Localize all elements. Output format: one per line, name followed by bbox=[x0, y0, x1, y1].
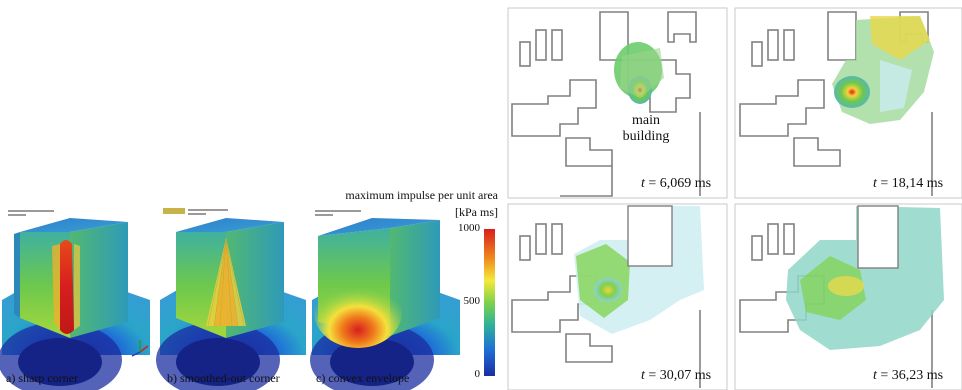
header-marks bbox=[8, 208, 361, 216]
time-label-2: t = 18,14 ms bbox=[873, 176, 944, 191]
time-label-4: t = 36,23 ms bbox=[873, 368, 944, 383]
pressure-field-3 bbox=[574, 205, 704, 334]
caption-c: c) convex envelope bbox=[316, 371, 410, 385]
pressure-field-1 bbox=[614, 42, 664, 104]
colorbar-tick-mid: 500 bbox=[463, 295, 481, 307]
panel-frame-1 bbox=[507, 7, 728, 199]
caption-a: a) sharp corner bbox=[6, 371, 78, 385]
colorbar-title: maximum impulse per unit area bbox=[345, 188, 498, 202]
time-label-1: t = 6,069 ms bbox=[641, 176, 712, 191]
colorbar-tick-min: 0 bbox=[474, 368, 481, 380]
pressure-field-2 bbox=[832, 16, 934, 124]
render-smoothed-corner bbox=[156, 218, 306, 390]
render-sharp-corner bbox=[0, 218, 150, 390]
render-convex-envelope bbox=[310, 218, 460, 390]
caption-b: b) smoothed-out corner bbox=[167, 371, 280, 385]
time-label-3: t = 30,07 ms bbox=[641, 368, 712, 383]
main-building-label: main building bbox=[622, 113, 670, 144]
colorbar-unit: [kPa ms] bbox=[455, 205, 498, 219]
colorbar bbox=[484, 229, 495, 376]
pressure-field-4 bbox=[786, 205, 944, 350]
site-plan-1 bbox=[511, 11, 701, 197]
colorbar-tick-max: 1000 bbox=[458, 222, 480, 234]
axis-triad-icon bbox=[131, 340, 149, 357]
